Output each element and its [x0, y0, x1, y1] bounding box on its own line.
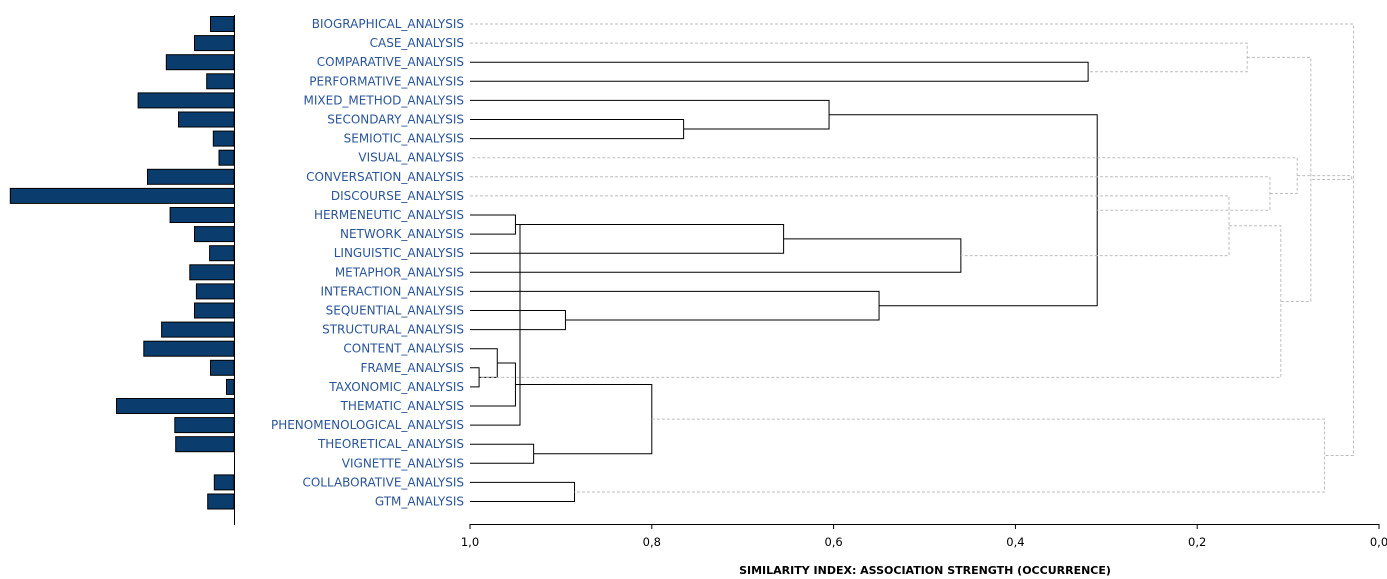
leaf-label-thematic-analysis: THEMATIC_ANALYSIS	[340, 399, 464, 413]
bar-linguistic-analysis	[209, 245, 235, 262]
bar-metaphor-analysis	[189, 264, 235, 281]
merge-link-25	[470, 23, 1355, 457]
leaf-label-vignette-analysis: VIGNETTE_ANALYSIS	[342, 456, 464, 470]
leaf-label-phenomenological-analysis: PHENOMENOLOGICAL_ANALYSIS	[271, 418, 464, 432]
leaf-label-comparative-analysis: COMPARATIVE_ANALYSIS	[317, 55, 464, 69]
merge-link-19	[470, 176, 1271, 211]
merge-link-22	[1247, 56, 1312, 303]
merge-link-24	[1297, 175, 1353, 180]
x-tick-label: 1,0	[461, 535, 479, 549]
bar-biographical-analysis	[210, 16, 235, 32]
x-tick-label: 0,0	[1370, 535, 1387, 549]
merge-link-23	[574, 418, 1325, 493]
merge-link-1	[470, 367, 480, 388]
merge-link-7	[470, 310, 566, 331]
bar-gtm-analysis	[207, 493, 235, 510]
merge-link-13	[470, 290, 880, 321]
bar-network-analysis	[194, 226, 235, 243]
bar-content-analysis	[143, 340, 235, 357]
bar-structural-analysis	[161, 321, 235, 338]
bar-discourse-analysis	[9, 187, 235, 204]
x-axis: 1,0 0,8 0,6 0,4 0,2 0,0	[461, 524, 1387, 549]
bar-case-analysis	[194, 35, 235, 52]
leaf-label-hermeneutic-analysis: HERMENEUTIC_ANALYSIS	[314, 208, 464, 222]
bar-taxonomic-analysis	[226, 378, 235, 395]
merge-link-2	[470, 348, 498, 378]
bar-sequential-analysis	[194, 302, 235, 319]
leaf-label-content-analysis: CONTENT_ANALYSIS	[343, 342, 464, 356]
leaf-label-structural-analysis: STRUCTURAL_ANALYSIS	[322, 323, 464, 337]
merge-link-14	[470, 238, 962, 273]
leaf-label-network-analysis: NETWORK_ANALYSIS	[340, 227, 464, 241]
x-tick-label: 0,2	[1188, 535, 1206, 549]
merge-link-21	[470, 157, 1298, 195]
leaf-label-case-analysis: CASE_ANALYSIS	[370, 36, 464, 50]
leaf-label-semiotic-analysis: SEMIOTIC_ANALYSIS	[344, 132, 464, 146]
bar-conversation-analysis	[147, 168, 235, 185]
leaf-label-interaction-analysis: INTERACTION_ANALYSIS	[320, 284, 464, 298]
leaf-label-theoretical-analysis: THEORETICAL_ANALYSIS	[317, 437, 464, 451]
leaf-label-secondary-analysis: SECONDARY_ANALYSIS	[327, 113, 464, 127]
merge-link-16	[829, 114, 1098, 307]
leaf-label-visual-analysis: VISUAL_ANALYSIS	[358, 151, 464, 165]
bar-interaction-analysis	[195, 283, 235, 300]
leaf-label-mixed-method-analysis: MIXED_METHOD_ANALYSIS	[304, 93, 465, 107]
x-tick-label: 0,8	[643, 535, 661, 549]
merge-link-12	[470, 99, 830, 130]
leaf-label-taxonomic-analysis: TAXONOMIC_ANALYSIS	[328, 380, 464, 394]
bar-collaborative-analysis	[213, 474, 235, 491]
dendrogram-links	[470, 23, 1355, 502]
merge-link-15	[470, 61, 1089, 82]
merge-link-20	[479, 225, 1282, 378]
bar-comparative-analysis	[165, 54, 235, 71]
leaf-label-collaborative-analysis: COLLABORATIVE_ANALYSIS	[302, 475, 464, 489]
bar-mixed-method-analysis	[137, 92, 235, 109]
x-axis-title: SIMILARITY INDEX: ASSOCIATION STRENGTH (…	[739, 564, 1111, 577]
leaf-labels: BIOGRAPHICAL_ANALYSIS CASE_ANALYSIS COMPAR…	[271, 17, 464, 509]
leaf-label-linguistic-analysis: LINGUISTIC_ANALYSIS	[334, 246, 464, 260]
bar-hermeneutic-analysis	[169, 207, 235, 223]
merge-link-4	[470, 362, 516, 407]
bar-visual-analysis	[218, 149, 235, 166]
leaf-label-gtm-analysis: GTM_ANALYSIS	[375, 495, 464, 509]
bar-secondary-analysis	[178, 111, 235, 128]
merge-link-6	[470, 443, 535, 464]
leaf-label-sequential-analysis: SEQUENTIAL_ANALYSIS	[326, 304, 464, 318]
merge-link-8	[470, 481, 576, 502]
bar-histogram	[9, 16, 235, 510]
leaf-label-frame-analysis: FRAME_ANALYSIS	[361, 361, 465, 375]
leaf-label-biographical-analysis: BIOGRAPHICAL_ANALYSIS	[312, 17, 464, 31]
leaf-label-performative-analysis: PERFORMATIVE_ANALYSIS	[309, 74, 464, 88]
bar-performative-analysis	[206, 73, 235, 90]
leaf-label-metaphor-analysis: METAPHOR_ANALYSIS	[335, 265, 464, 279]
bar-frame-analysis	[210, 359, 235, 376]
merge-link-9	[515, 384, 653, 455]
merge-link-18	[470, 42, 1248, 73]
leaf-label-discourse-analysis: DISCOURSE_ANALYSIS	[331, 189, 464, 203]
leaf-label-conversation-analysis: CONVERSATION_ANALYSIS	[306, 170, 464, 184]
bar-phenomenological-analysis	[174, 417, 235, 434]
x-tick-label: 0,6	[824, 535, 842, 549]
bar-thematic-analysis	[116, 398, 235, 414]
merge-link-11	[470, 224, 785, 254]
merge-link-17	[470, 195, 1230, 257]
bar-theoretical-analysis	[175, 436, 235, 453]
merge-link-5	[470, 224, 521, 426]
bar-semiotic-analysis	[212, 130, 235, 147]
x-tick-label: 0,4	[1006, 535, 1024, 549]
merge-link-3	[470, 214, 516, 235]
merge-link-10	[470, 119, 685, 140]
